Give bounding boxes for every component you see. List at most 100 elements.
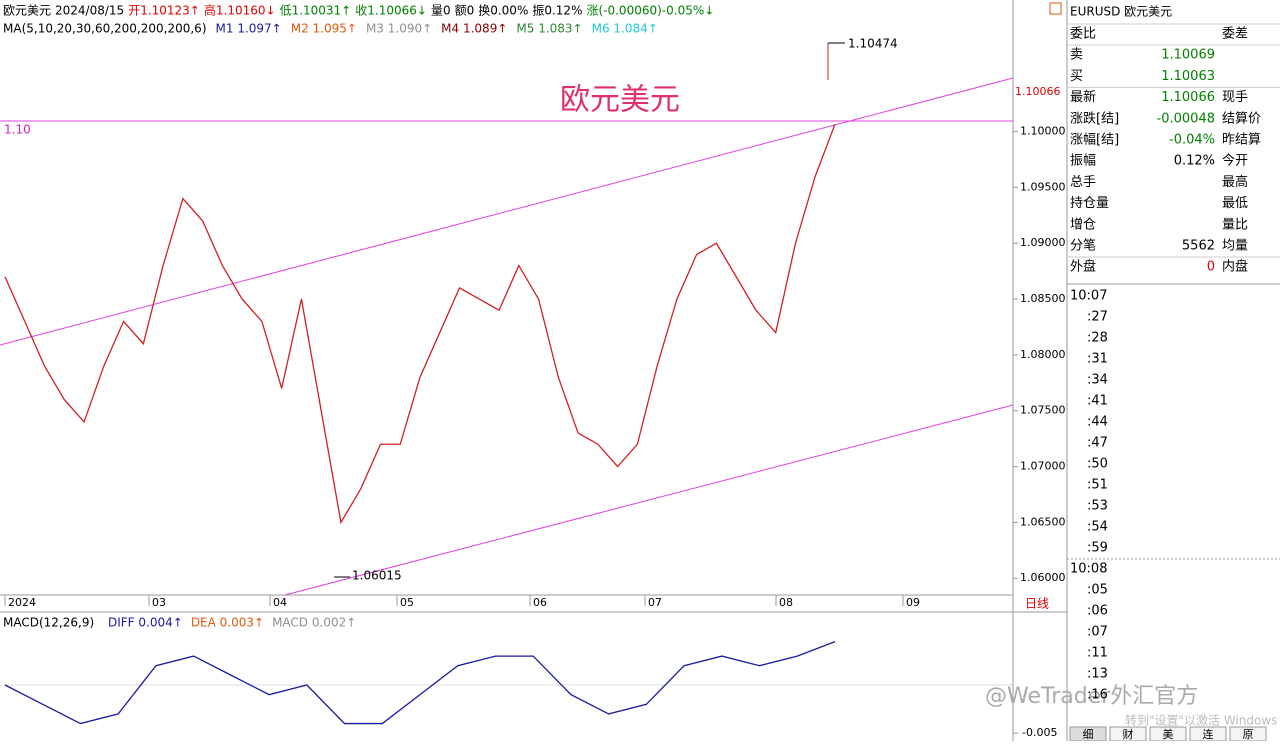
quote-label: 持仓量 [1070, 196, 1109, 211]
watermark: @WeTrader外汇官方 [985, 684, 1198, 709]
info-item: 量0 [431, 4, 451, 18]
quote-label: 卖 [1070, 48, 1083, 63]
quote-label: 分笔 [1070, 238, 1096, 254]
info-item: M1 1.097↑ [216, 22, 282, 36]
quote-label-2: 委差 [1222, 27, 1248, 42]
y-tick-label: 1.09500 [1020, 180, 1066, 193]
info-item: M5 1.083↑ [516, 22, 582, 36]
x-tick-label: 09 [906, 596, 920, 609]
info-item: 换0.00% [478, 4, 528, 18]
tick-time: :27 [1087, 310, 1108, 325]
quote-label-2: 昨结算 [1222, 133, 1261, 148]
info-item: 额0 [455, 4, 475, 18]
tick-time: :44 [1087, 415, 1108, 430]
quote-value: 5562 [1182, 239, 1215, 254]
macd-title: MACD(12,26,9) [3, 616, 94, 630]
quote-label-2: 均量 [1222, 239, 1248, 254]
quote-label: 涨幅[结] [1070, 133, 1119, 148]
quote-value: 0.12% [1174, 154, 1215, 169]
activate-notice: 转到"设置"以激活 Windows [1125, 713, 1277, 728]
x-tick-label: 03 [152, 596, 166, 609]
quote-label-2: 结算价 [1222, 111, 1261, 126]
info-item: 开1.10123↑ [128, 4, 200, 18]
info-item: DEA 0.003↑ [191, 616, 264, 630]
y-tick-label: 1.10000 [1020, 125, 1066, 138]
y-tick-label: 1.07500 [1020, 404, 1066, 417]
quote-label-2: 量比 [1222, 217, 1248, 232]
x-tick-label: 07 [648, 596, 662, 609]
y-tick-label: 1.08500 [1020, 292, 1066, 305]
info-item: M4 1.089↑ [441, 22, 507, 36]
x-tick-label: 04 [273, 596, 287, 609]
info-item: 2024/08/15 [55, 4, 124, 18]
x-tick-label: 08 [779, 596, 793, 609]
quote-label-2: 现手 [1222, 90, 1248, 105]
info-item: MACD 0.002↑ [272, 616, 356, 630]
high-label: 1.10474 [848, 37, 898, 51]
tick-time: :13 [1087, 667, 1108, 682]
quote-value: 1.10069 [1161, 48, 1215, 63]
info-item: M2 1.095↑ [291, 22, 357, 36]
info-item: 涨(-0.00060)-0.05%↓ [586, 3, 714, 18]
x-tick-label: 2024 [8, 596, 36, 609]
quote-label: 最新 [1070, 89, 1096, 105]
tab-label: 连 [1203, 728, 1214, 741]
quote-label: 外盘 [1070, 259, 1096, 275]
tab-label: 财 [1123, 727, 1134, 741]
info-item: M6 1.084↑ [592, 22, 658, 36]
tick-time: :31 [1087, 352, 1108, 367]
quote-label-2: 今开 [1222, 153, 1248, 169]
y-tick-label: 1.06500 [1020, 515, 1066, 528]
tick-time: 10:08 [1070, 562, 1107, 577]
chart-title: 欧元美元 [560, 83, 680, 118]
quote-title: EURUSD 欧元美元 [1070, 5, 1172, 19]
tick-time: :53 [1087, 499, 1108, 514]
quote-value: 1.10063 [1161, 69, 1215, 84]
tab-label: 细 [1083, 728, 1094, 741]
tick-time: :05 [1087, 583, 1108, 598]
info-item: 收1.10066↓ [355, 4, 427, 18]
last-price: 1.10066 [1015, 85, 1061, 98]
quote-value: 0 [1207, 260, 1215, 275]
period: 日线 [1025, 597, 1049, 611]
y-tick-label: 1.08000 [1020, 348, 1066, 361]
info-item: MA(5,10,20,30,60,200,200,200,6) [3, 22, 207, 36]
y-tick-label: 1.09000 [1020, 236, 1066, 249]
level-label: 1.10 [4, 123, 31, 137]
info-item: 振0.12% [532, 4, 582, 18]
tick-time: :07 [1087, 625, 1108, 640]
tick-time: :11 [1087, 646, 1108, 661]
quote-label: 振幅 [1070, 154, 1096, 169]
tick-time: :59 [1087, 541, 1108, 556]
tick-time: :51 [1087, 478, 1108, 493]
tick-time: :41 [1087, 394, 1108, 409]
quote-label: 增仓 [1070, 217, 1096, 232]
series-line [4, 641, 836, 725]
quote-label: 涨跌[结] [1070, 110, 1119, 126]
info-item: 欧元美元 [3, 4, 51, 18]
tick-time: :50 [1087, 457, 1108, 472]
y-tick-label: 1.07000 [1020, 460, 1066, 473]
tick-time: :28 [1087, 331, 1108, 346]
x-tick-label: 05 [400, 596, 414, 609]
y-tick-label: -0.005 [1022, 726, 1057, 739]
quote-value: -0.04% [1169, 133, 1215, 148]
quote-label: 委比 [1070, 27, 1096, 42]
quote-label-2: 最低 [1222, 196, 1248, 211]
tick-time: :16 [1087, 688, 1108, 703]
y-tick-label: 1.06000 [1020, 571, 1066, 584]
x-tick-label: 06 [533, 596, 547, 609]
low-label: 1.06015 [352, 569, 402, 583]
tab-label: 原 [1243, 728, 1254, 741]
series-line [4, 123, 836, 525]
window-button[interactable] [1049, 2, 1062, 15]
quote-label: 买 [1070, 69, 1083, 84]
tick-time: :06 [1087, 604, 1108, 619]
quote-label-2: 最高 [1222, 174, 1248, 190]
tick-time: :54 [1087, 520, 1108, 535]
tab-label: 美 [1163, 728, 1174, 741]
quote-value: 1.10066 [1161, 90, 1215, 105]
info-item: M3 1.090↑ [366, 22, 432, 36]
